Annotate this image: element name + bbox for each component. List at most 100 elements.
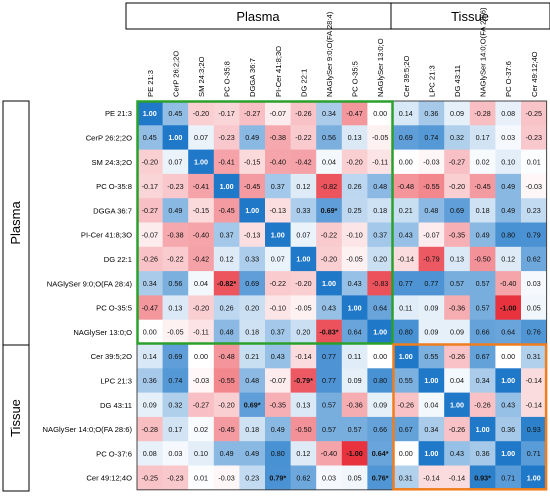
column-labels: PE 21:3 CerP 26:2;2O SM 24:3;2O PC O-35:8 DG… (146, 7, 539, 97)
top-header-frame (125, 2, 550, 30)
cell-value-label: 0.18 (476, 206, 490, 215)
heatmap-cell (495, 416, 522, 442)
heatmap-cell (469, 344, 496, 369)
heatmap-cell (341, 198, 368, 223)
cell-value-label: 0.45 (143, 133, 157, 142)
cell-value-label: 0.13 (168, 303, 182, 312)
heatmap-cell (290, 465, 317, 491)
cell-value-label: 0.33 (296, 206, 310, 215)
heatmap-cell (316, 319, 343, 345)
heatmap-cell (521, 368, 547, 393)
heatmap-cell (213, 101, 240, 126)
cell-value-label: -0.03 (423, 157, 439, 166)
cell-value-label: 0.07 (194, 133, 208, 142)
cell-value-label: -0.50 (474, 255, 490, 264)
heatmap-cell (495, 173, 522, 199)
row-label: PC O-35:5 (96, 304, 132, 313)
cell-value-label: 0.04 (424, 400, 438, 409)
column-label: NAGlySer 9:0;O(FA 28:4) (325, 11, 334, 97)
cell-value-label: -0.14 (398, 255, 414, 264)
heatmap-cell (495, 465, 522, 491)
cell-value-label: 0.77 (424, 279, 438, 288)
heatmap-cell (418, 368, 445, 393)
cell-value-label: 0.64 (501, 328, 515, 337)
cell-value-label: 1.00 (424, 449, 438, 458)
cell-value-label: -0.26 (142, 255, 158, 264)
column-label: CerP 26:2;2O (171, 51, 180, 97)
heatmap-cell (239, 198, 266, 223)
heatmap-cell (162, 246, 189, 272)
heatmap-cell (290, 149, 317, 175)
cell-value-label: 0.13 (348, 133, 362, 142)
heatmap-cell (418, 149, 445, 175)
cell-value-label: -0.27 (244, 109, 260, 118)
heatmap-cell (188, 344, 215, 369)
heatmap-cell (393, 149, 419, 175)
heatmap-cell (316, 441, 343, 466)
heatmap-cell (162, 319, 189, 345)
heatmap-cell (265, 173, 291, 199)
heatmap-cell (495, 198, 522, 223)
heatmap-cell (521, 295, 547, 321)
cell-value-label: -0.82 (321, 182, 337, 191)
cell-value-label: -0.36 (346, 400, 362, 409)
heatmap-cell (495, 368, 522, 393)
cell-value-label: 0.49 (168, 206, 182, 215)
heatmap-cell (367, 344, 394, 369)
cell-value-label: 0.64 (348, 328, 362, 337)
cell-value-label: -0.20 (321, 255, 337, 264)
cell-value-label: 0.11 (399, 303, 412, 312)
cell-value-label: -0.82* (217, 279, 236, 288)
heatmap-cell (418, 416, 445, 442)
cell-value-label: 0.31 (527, 352, 541, 361)
cell-value-label: 1.00 (322, 279, 336, 288)
cell-value-label: 0.77 (322, 352, 336, 361)
cell-value-label: -0.38 (270, 133, 286, 142)
heatmap-cell (213, 295, 240, 321)
heatmap-cell (341, 416, 368, 442)
cell-value-label: -0.45 (218, 206, 234, 215)
column-label: DG 22:1 (299, 69, 308, 97)
heatmap-cell (469, 173, 496, 199)
cell-value-label: -0.03 (526, 182, 542, 191)
cell-value-label: -0.07 (142, 230, 158, 239)
left-group-header: Plasma Tissue (2, 100, 30, 492)
cell-value-label: -0.26 (449, 425, 465, 434)
cell-value-label: 0.10 (501, 157, 515, 166)
heatmap-cell (188, 173, 215, 199)
heatmap-cell (469, 368, 496, 393)
top-group-header: Plasma Tissue (125, 2, 550, 30)
heatmap-cell (188, 416, 215, 442)
cell-value-label: 0.36 (476, 449, 490, 458)
heatmap-cell (290, 368, 317, 393)
group-boxes (136, 100, 548, 491)
cell-value-label: -0.35 (449, 230, 465, 239)
column-label: Cer 49:12;4O (530, 51, 539, 97)
cell-value-label: 0.37 (220, 230, 234, 239)
heatmap-cell (137, 101, 163, 126)
heatmap-cell (418, 344, 445, 369)
cell-value-label: 0.08 (501, 109, 515, 118)
heatmap-cell (341, 344, 368, 369)
heatmap-cell (521, 173, 547, 199)
heatmap-cell (469, 441, 496, 466)
cell-value-label: 0.07 (168, 157, 182, 166)
heatmap-cell (418, 441, 445, 466)
cell-value-label: 0.77 (399, 279, 413, 288)
cell-value-label: -0.40 (321, 449, 337, 458)
cell-value-label: -0.27 (193, 400, 209, 409)
heatmap-cell (469, 125, 496, 150)
cell-value-label: 0.69* (244, 400, 261, 409)
cell-value-label: -0.41 (193, 182, 209, 191)
cell-value-label: -0.22 (295, 133, 311, 142)
heatmap-cell (341, 441, 368, 466)
cell-value-label: -1.00 (500, 303, 516, 312)
heatmap-cell (265, 222, 291, 248)
heatmap-cell (444, 368, 471, 393)
cell-value-label: 0.05 (527, 303, 541, 312)
heatmap-cell (239, 368, 266, 393)
cell-value-label: -0.50 (295, 425, 311, 434)
cell-value-label: 0.74 (168, 376, 182, 385)
heatmap-cell (162, 295, 189, 321)
cell-value-label: 0.03 (501, 133, 515, 142)
